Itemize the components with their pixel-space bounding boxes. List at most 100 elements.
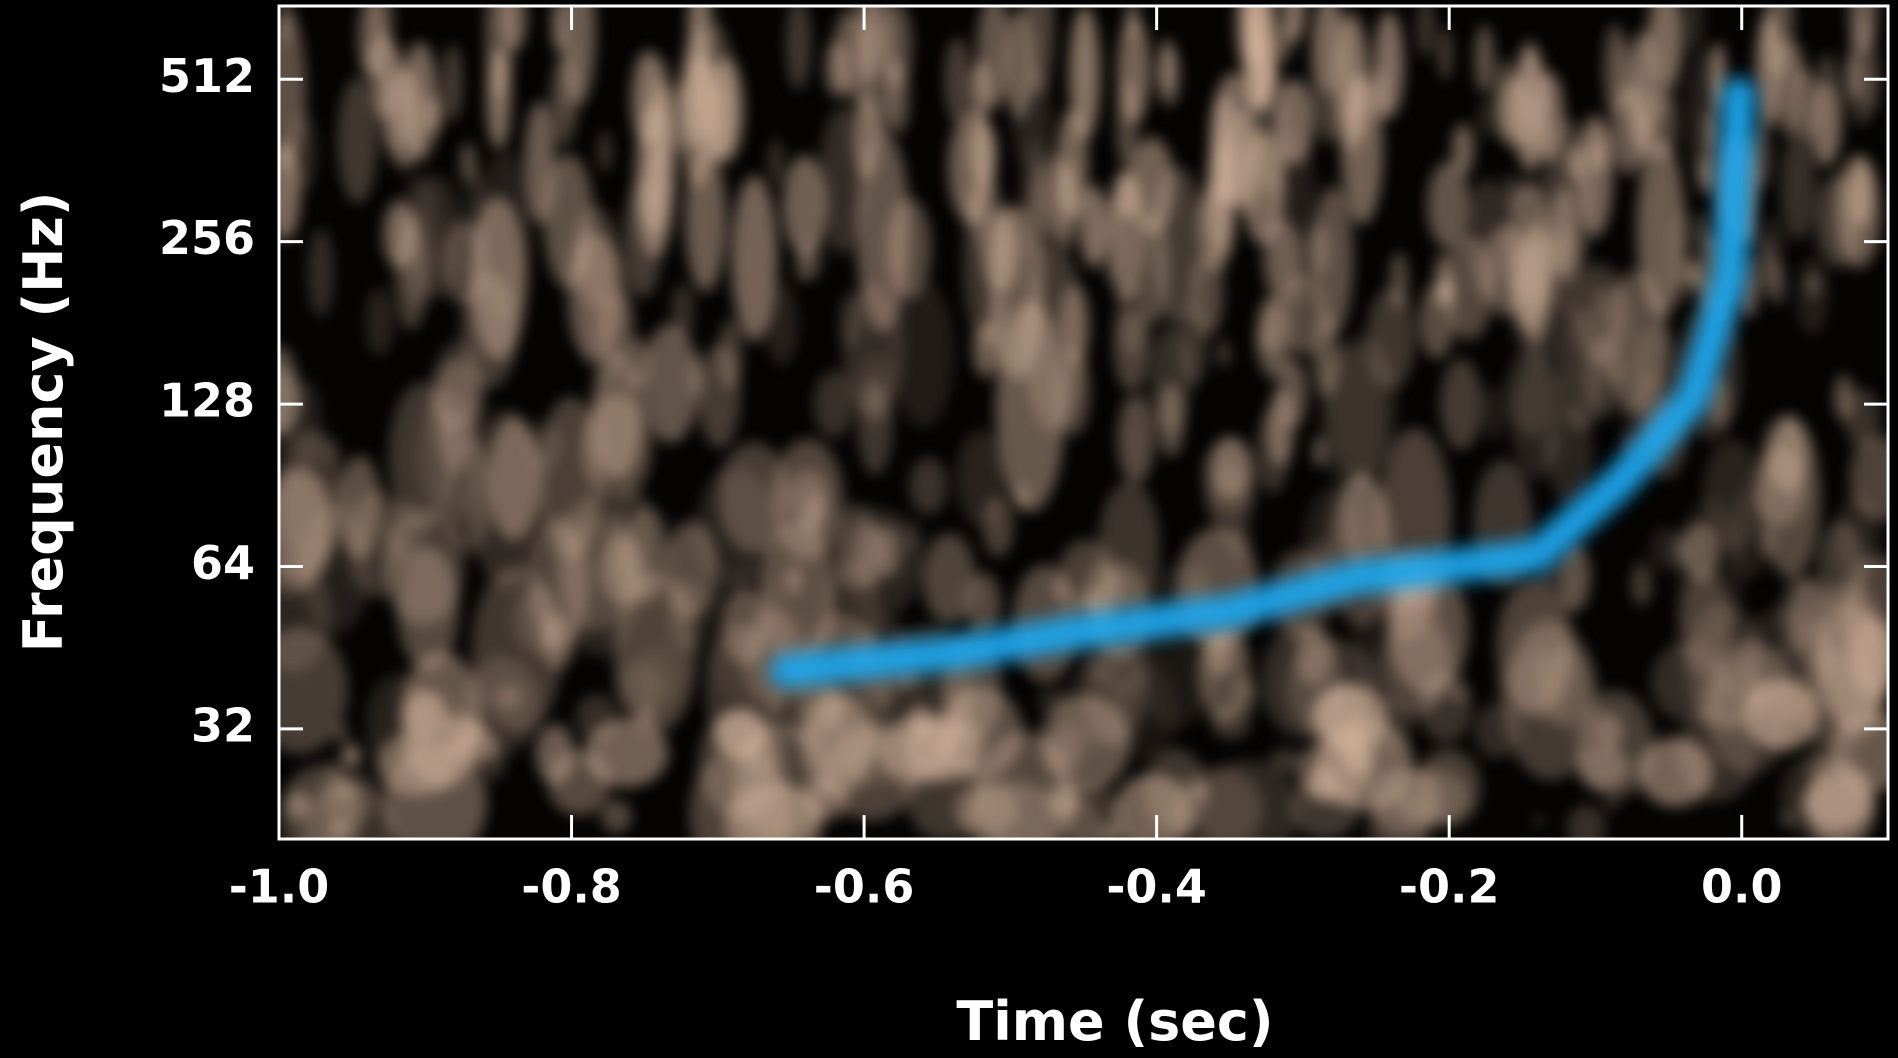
noise-blob xyxy=(528,517,590,650)
noise-blob xyxy=(328,820,352,837)
noise-blob xyxy=(1117,17,1151,124)
noise-blob xyxy=(891,280,955,428)
noise-blob xyxy=(575,694,619,742)
noise-blob xyxy=(907,704,934,739)
noise-blob xyxy=(954,782,1019,836)
y-tick-label: 512 xyxy=(159,49,255,103)
noise-blob xyxy=(1651,641,1728,723)
noise-blob xyxy=(1069,6,1100,141)
noise-blob xyxy=(1312,436,1327,468)
noise-blob xyxy=(1438,26,1452,81)
noise-blob xyxy=(1418,283,1455,359)
y-tick-label: 64 xyxy=(191,536,255,590)
noise-blob xyxy=(771,438,844,560)
noise-blob xyxy=(782,155,828,256)
plot-frame xyxy=(277,4,1890,841)
x-tick-label: -0.8 xyxy=(521,860,622,914)
noise-blob xyxy=(399,651,484,789)
x-tick-label: -0.4 xyxy=(1106,860,1207,914)
noise-blob xyxy=(1815,173,1862,268)
noise-blob xyxy=(909,457,948,515)
noise-blob xyxy=(1040,694,1131,792)
noise-blob xyxy=(279,467,335,586)
noise-blob xyxy=(1670,532,1687,567)
noise-blob xyxy=(417,386,483,525)
noise-blob xyxy=(731,175,778,342)
noise-blob xyxy=(842,283,903,416)
noise-blob xyxy=(922,533,976,625)
noise-blob xyxy=(1210,72,1255,208)
noise-blob xyxy=(1516,38,1543,155)
noise-blob xyxy=(1684,6,1704,54)
noise-blob xyxy=(1710,657,1765,726)
noise-blob xyxy=(1276,20,1294,62)
x-axis-label: Time (sec) xyxy=(956,990,1273,1053)
noise-blob xyxy=(813,370,855,438)
noise-blob xyxy=(800,693,876,795)
noise-blob xyxy=(1217,339,1231,368)
noise-blob xyxy=(1117,394,1155,484)
y-tick-label: 32 xyxy=(191,698,255,752)
noise-blob xyxy=(651,81,674,169)
noise-blob xyxy=(824,40,850,98)
noise-blob xyxy=(279,6,294,45)
plot-marks xyxy=(769,77,1756,688)
noise-blob xyxy=(1333,10,1368,152)
noise-blob xyxy=(1266,389,1295,468)
noise-blob xyxy=(468,409,546,588)
noise-blob xyxy=(1557,542,1591,612)
noise-blob xyxy=(1060,798,1102,839)
noise-blob xyxy=(478,150,532,321)
x-tick-label: -0.6 xyxy=(814,860,915,914)
noise-blob xyxy=(993,215,1008,265)
noise-blob xyxy=(1493,59,1517,142)
noise-blob xyxy=(1157,383,1185,457)
noise-blob xyxy=(307,228,335,317)
noise-blob xyxy=(1306,763,1338,801)
noise-blob xyxy=(1295,627,1333,686)
noise-blob xyxy=(1129,565,1222,729)
noise-blob xyxy=(785,565,802,595)
noise-blob xyxy=(1113,282,1152,354)
noise-blob xyxy=(1780,133,1817,241)
noise-blob xyxy=(1263,300,1282,355)
noise-blob xyxy=(949,687,972,725)
noise-blob xyxy=(279,559,332,672)
noise-blob xyxy=(1326,335,1397,481)
noise-blob xyxy=(694,23,734,162)
noise-blob xyxy=(1197,760,1300,839)
noise-blob xyxy=(397,545,459,672)
noise-blob xyxy=(613,572,697,733)
noise-blob xyxy=(965,187,982,230)
noise-blob xyxy=(334,724,349,743)
noise-blob xyxy=(671,284,695,338)
noise-blob xyxy=(1262,219,1303,301)
noise-blob xyxy=(1583,338,1623,418)
noise-blob xyxy=(318,767,378,824)
noise-blob xyxy=(1415,748,1481,827)
noise-blob xyxy=(591,352,643,480)
noise-blob xyxy=(1052,580,1066,598)
noise-blob xyxy=(1764,6,1794,79)
noise-blob xyxy=(279,142,301,241)
noise-blob xyxy=(401,42,439,161)
noise-blob xyxy=(1466,178,1507,299)
noise-blob xyxy=(479,741,507,781)
noise-blob xyxy=(1270,748,1300,773)
noise-blob xyxy=(486,48,511,149)
noise-blob xyxy=(1192,782,1207,800)
noise-blob xyxy=(1778,656,1838,729)
noise-blob xyxy=(1440,358,1482,450)
noise-blob xyxy=(858,380,893,475)
noise-blob xyxy=(1770,260,1785,305)
noise-blob xyxy=(1052,160,1078,251)
noise-blob xyxy=(1849,435,1888,522)
noise-blob xyxy=(547,750,611,816)
noise-blob xyxy=(1806,755,1831,785)
noise-blob xyxy=(1593,144,1606,171)
noise-blob xyxy=(1542,118,1592,286)
noise-blob xyxy=(1547,405,1594,507)
noise-blob xyxy=(443,44,462,121)
noise-blob xyxy=(1780,752,1864,839)
